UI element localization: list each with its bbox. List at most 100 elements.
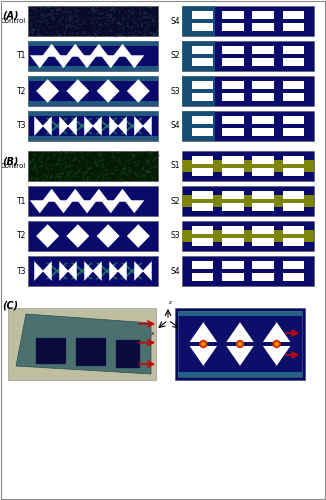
Point [36, 16, 41, 24]
Point [82, 168, 87, 176]
Bar [283, 191, 304, 200]
Point [109, 168, 114, 176]
Point [39, 10, 45, 18]
Point [138, 148, 143, 156]
Point [38, 158, 44, 166]
Polygon shape [46, 263, 68, 279]
Point [82, 169, 87, 177]
Text: (A): (A) [2, 11, 19, 21]
Polygon shape [96, 263, 118, 279]
Point [92, 158, 97, 166]
Point [145, 148, 150, 156]
Point [55, 156, 61, 164]
Point [33, 174, 38, 182]
Polygon shape [42, 261, 52, 281]
Point [46, 2, 51, 10]
Point [109, 148, 114, 156]
Point [118, 176, 124, 184]
Point [148, 150, 153, 158]
Polygon shape [70, 118, 93, 134]
Point [31, 160, 36, 168]
Point [71, 156, 77, 164]
Point [146, 18, 151, 26]
Polygon shape [70, 263, 93, 279]
Point [126, 159, 132, 167]
Point [110, 151, 115, 159]
Bar [283, 46, 304, 54]
Point [46, 161, 52, 169]
Point [53, 3, 58, 11]
Point [57, 173, 62, 181]
Point [136, 158, 141, 166]
Bar [283, 261, 304, 270]
Bar [222, 81, 244, 90]
Point [102, 170, 107, 178]
Point [60, 160, 65, 168]
Point [96, 20, 101, 28]
Point [152, 30, 157, 38]
Polygon shape [53, 200, 73, 213]
Point [50, 22, 55, 30]
Point [76, 157, 82, 165]
Polygon shape [93, 116, 102, 136]
Point [30, 4, 36, 12]
Point [139, 18, 144, 26]
Point [117, 17, 122, 25]
Point [132, 26, 138, 34]
Point [82, 29, 88, 37]
Point [45, 176, 50, 184]
Bar [28, 76, 158, 82]
Point [30, 25, 35, 33]
Polygon shape [226, 322, 254, 342]
Point [139, 170, 144, 178]
Point [84, 157, 90, 165]
Point [47, 172, 52, 180]
Point [103, 30, 108, 38]
Point [78, 164, 83, 172]
Point [143, 156, 149, 164]
Point [43, 160, 48, 168]
Bar [252, 58, 274, 66]
Point [93, 30, 98, 38]
Point [54, 159, 59, 167]
Point [76, 172, 81, 180]
Point [154, 30, 159, 38]
Point [101, 154, 106, 162]
Point [85, 165, 91, 173]
Point [100, 13, 106, 21]
Point [67, 24, 72, 32]
Point [109, 11, 114, 19]
Point [87, 174, 92, 182]
Point [30, 172, 35, 180]
Point [115, 20, 121, 28]
Text: S2: S2 [170, 52, 180, 60]
Circle shape [275, 342, 278, 345]
Bar [283, 272, 304, 281]
Point [122, 14, 127, 22]
Point [35, 32, 40, 40]
Point [38, 158, 44, 166]
Point [130, 31, 136, 39]
Point [38, 14, 43, 22]
Point [27, 157, 33, 165]
Point [64, 16, 69, 24]
Point [123, 8, 128, 16]
Point [120, 24, 126, 32]
Point [36, 156, 41, 164]
Point [76, 16, 81, 24]
Point [68, 172, 74, 179]
Text: x: x [151, 331, 154, 336]
Point [91, 10, 96, 18]
Point [55, 158, 60, 166]
Bar [192, 202, 214, 211]
Point [155, 150, 160, 158]
Point [91, 159, 96, 167]
Text: S4: S4 [170, 122, 180, 130]
Point [46, 10, 51, 18]
Point [142, 30, 147, 38]
Point [143, 168, 149, 176]
Point [54, 9, 59, 17]
Bar [283, 202, 304, 211]
Point [78, 148, 83, 156]
Bar [252, 92, 274, 101]
